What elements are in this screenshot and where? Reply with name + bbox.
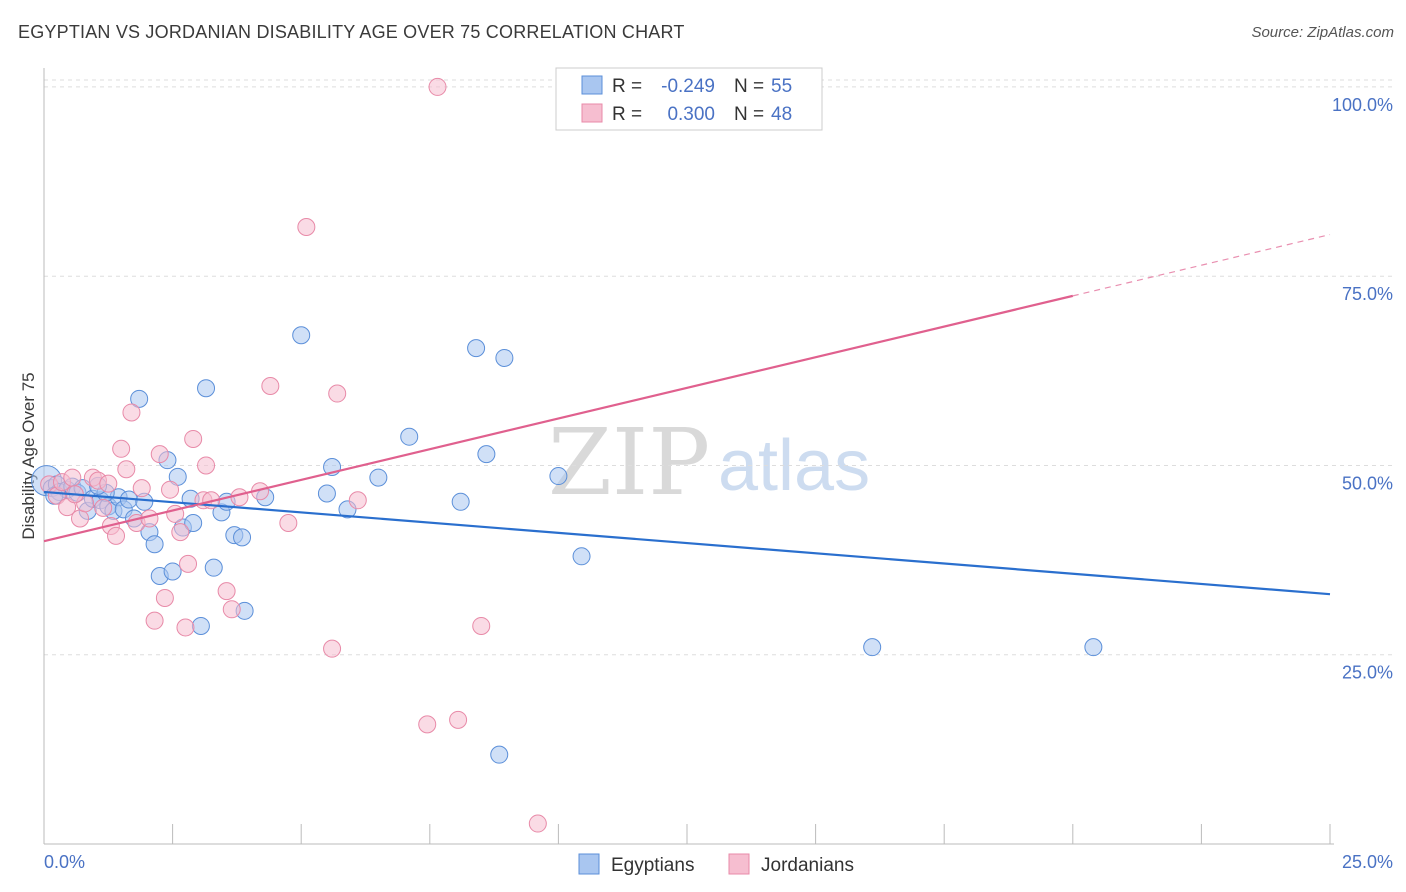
jordanians-point <box>472 616 491 635</box>
jordanians-point <box>184 429 203 448</box>
egyptians-point <box>130 389 149 408</box>
y-tick-label: 25.0% <box>1342 663 1393 683</box>
egyptians-point <box>184 514 203 533</box>
bottom-legend-label-egyptians: Egyptians <box>611 855 694 876</box>
y-tick-label: 100.0% <box>1332 95 1393 115</box>
egyptians-point <box>145 535 164 554</box>
jordanians-point <box>63 468 82 487</box>
egyptians-point <box>490 745 509 764</box>
jordanians-point <box>99 474 118 493</box>
egyptians-point <box>317 484 336 503</box>
egyptians-point <box>477 445 496 464</box>
jordanians-point <box>71 509 90 528</box>
watermark-zip: ZIP <box>548 409 710 516</box>
jordanians-point <box>230 488 249 507</box>
jordanians-point <box>179 554 198 573</box>
jordanians-point <box>107 526 126 545</box>
bottom-legend-swatch-egyptians <box>578 853 600 875</box>
y-tick-label: 75.0% <box>1342 284 1393 304</box>
egyptians-point <box>549 467 568 486</box>
y-tick-label: 50.0% <box>1342 473 1393 493</box>
jordanians-point <box>176 618 195 637</box>
jordanians-point <box>171 523 190 542</box>
trend-lines <box>43 233 1331 596</box>
legend-r-value-egyptians: -0.249 <box>661 76 715 97</box>
jordanians-point <box>528 814 547 833</box>
jordanians-point <box>155 588 174 607</box>
jordanians-trend-line <box>43 294 1074 543</box>
jordanians-point <box>348 491 367 510</box>
jordanians-point <box>279 514 298 533</box>
legend-r-label-egyptians: R = <box>612 76 642 97</box>
bottom-legend-label-jordanians: Jordanians <box>761 855 854 876</box>
jordanians-point <box>261 376 280 395</box>
legend-swatch-jordanians <box>581 103 603 123</box>
axes <box>43 68 1334 845</box>
x-tick-label-max: 25.0% <box>1342 852 1393 872</box>
jordanians-point <box>297 217 316 236</box>
jordanians-point <box>161 480 180 499</box>
jordanians-point <box>197 456 216 475</box>
grid <box>44 79 1392 656</box>
jordanians-point <box>122 403 141 422</box>
egyptians-point <box>400 427 419 446</box>
legend-n-label-jordanians: N = <box>734 104 764 125</box>
jordanians-point <box>145 611 164 630</box>
jordanians-trend-extension <box>1072 233 1331 297</box>
jordanians-point <box>132 479 151 498</box>
egyptians-point <box>233 528 252 547</box>
egyptians-point <box>191 616 210 635</box>
x-tick-label-min: 0.0% <box>44 852 85 872</box>
legend-n-value-egyptians: 55 <box>771 76 792 97</box>
legend-r-value-jordanians: 0.300 <box>667 104 715 125</box>
jordanians-point <box>112 439 131 458</box>
egyptians-point <box>495 348 514 367</box>
jordanians-point <box>117 460 136 479</box>
watermark-atlas: atlas <box>718 426 870 506</box>
ticks: 25.0% 50.0% 75.0% 100.0% <box>43 95 1393 844</box>
egyptians-point <box>292 326 311 345</box>
legend-r-label-jordanians: R = <box>612 104 642 125</box>
jordanians-point <box>323 639 342 658</box>
egyptians-point <box>451 492 470 511</box>
egyptians-point <box>204 558 223 577</box>
correlation-legend: R = -0.249 N = 55 R = 0.300 N = 48 <box>555 67 823 131</box>
jordanians-point <box>150 445 169 464</box>
chart-source: Source: ZipAtlas.com <box>1251 24 1394 41</box>
egyptians-point <box>467 339 486 358</box>
chart-title: EGYPTIAN VS JORDANIAN DISABILITY AGE OVE… <box>18 22 685 42</box>
series-legend: Egyptians Jordanians <box>578 853 854 876</box>
egyptians-point <box>369 468 388 487</box>
bottom-legend-swatch-jordanians <box>728 853 750 875</box>
legend-n-label-egyptians: N = <box>734 76 764 97</box>
egyptians-point <box>572 547 591 566</box>
egyptians-point <box>863 638 882 657</box>
egyptians-point <box>197 379 216 398</box>
jordanians-point <box>222 600 241 619</box>
jordanians-point <box>94 498 113 517</box>
jordanians-point <box>428 77 447 96</box>
jordanians-point <box>449 710 468 729</box>
legend-swatch-egyptians <box>581 75 603 95</box>
egyptians-point <box>1084 638 1103 657</box>
y-axis-title: Disability Age Over 75 <box>19 372 38 539</box>
egyptians-point <box>163 562 182 581</box>
legend-n-value-jordanians: 48 <box>771 104 792 125</box>
jordanians-point <box>418 715 437 734</box>
data-points <box>31 77 1103 833</box>
jordanians-point <box>328 384 347 403</box>
egyptians-trend-line <box>43 490 1331 596</box>
jordanians-point <box>217 582 236 601</box>
